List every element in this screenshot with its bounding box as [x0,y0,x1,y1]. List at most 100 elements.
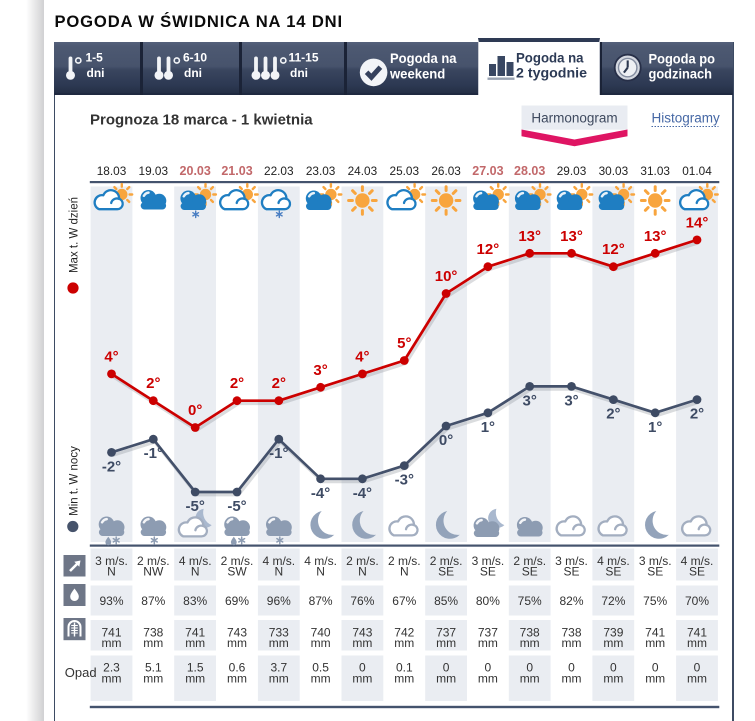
svg-text:3 m/s.: 3 m/s. [555,554,588,568]
svg-text:Harmonogram: Harmonogram [531,111,617,126]
svg-text:N: N [107,565,116,579]
svg-text:2 m/s.: 2 m/s. [513,554,546,568]
svg-text:737: 737 [478,626,498,640]
svg-text:mm: mm [185,636,205,650]
svg-text:21.03: 21.03 [221,164,252,178]
svg-text:4 m/s.: 4 m/s. [304,554,337,568]
svg-text:Opad: Opad [65,665,97,680]
svg-text:3 m/s.: 3 m/s. [95,554,128,568]
svg-text:SE: SE [480,565,496,579]
svg-text:2 m/s.: 2 m/s. [388,554,421,568]
svg-text:N: N [274,565,283,579]
svg-text:29.03: 29.03 [557,164,587,178]
svg-text:70%: 70% [685,594,709,608]
svg-text:NW: NW [143,565,164,579]
svg-text:743: 743 [227,626,247,640]
svg-text:19.03: 19.03 [139,164,169,178]
svg-text:741: 741 [185,626,205,640]
svg-text:0: 0 [694,661,701,675]
svg-text:739: 739 [603,626,623,640]
svg-text:11-15: 11-15 [289,51,319,65]
svg-text:mm: mm [687,672,707,686]
svg-text:69%: 69% [225,594,249,608]
svg-text:0°: 0° [188,402,202,419]
svg-text:4 m/s.: 4 m/s. [681,554,714,568]
svg-text:23.03: 23.03 [306,164,336,178]
svg-text:Histogramy: Histogramy [652,111,721,126]
svg-text:25.03: 25.03 [390,164,420,178]
svg-text:0: 0 [359,661,366,675]
svg-text:3°: 3° [564,392,578,409]
svg-text:SE: SE [563,565,579,579]
svg-text:mm: mm [352,672,372,686]
svg-text:SE: SE [438,565,454,579]
svg-text:mm: mm [352,636,372,650]
svg-text:1°: 1° [481,419,495,436]
svg-text:SE: SE [522,565,538,579]
svg-text:87%: 87% [309,594,333,608]
svg-text:72%: 72% [601,594,625,608]
svg-text:12°: 12° [477,241,500,258]
svg-text:96%: 96% [267,594,291,608]
svg-text:18.03: 18.03 [97,164,127,178]
svg-text:-4°: -4° [353,485,372,502]
svg-text:0: 0 [568,661,575,675]
svg-text:Prognoza 18 marca - 1 kwietnia: Prognoza 18 marca - 1 kwietnia [90,111,313,128]
svg-text:mm: mm [436,672,456,686]
svg-text:76%: 76% [350,594,374,608]
svg-text:82%: 82% [559,594,583,608]
svg-text:Min t. W nocy: Min t. W nocy [69,446,81,516]
svg-text:-3°: -3° [395,472,414,489]
svg-text:mm: mm [227,636,247,650]
svg-text:3.7: 3.7 [270,661,287,675]
svg-text:N: N [191,565,200,579]
svg-text:741: 741 [101,626,121,640]
svg-text:4 m/s.: 4 m/s. [262,554,295,568]
svg-text:20.03: 20.03 [180,164,211,178]
svg-text:737: 737 [436,626,456,640]
svg-text:1°: 1° [648,419,662,436]
svg-text:-5°: -5° [227,498,246,515]
svg-text:4°: 4° [355,348,369,365]
svg-text:mm: mm [394,672,414,686]
svg-text:85%: 85% [434,594,458,608]
svg-text:mm: mm [478,636,498,650]
svg-text:743: 743 [352,626,372,640]
svg-text:mm: mm [603,636,623,650]
svg-text:mm: mm [520,672,540,686]
svg-text:2 m/s.: 2 m/s. [137,554,170,568]
svg-text:2°: 2° [606,406,620,423]
svg-text:24.03: 24.03 [348,164,378,178]
svg-text:12°: 12° [602,241,625,258]
svg-text:741: 741 [687,626,707,640]
svg-text:mm: mm [311,636,331,650]
svg-text:26.03: 26.03 [431,164,461,178]
svg-text:mm: mm [562,636,582,650]
svg-text:31.03: 31.03 [640,164,670,178]
svg-text:27.03: 27.03 [472,164,503,178]
svg-text:75%: 75% [643,594,667,608]
svg-text:SW: SW [227,565,247,579]
svg-text:2°: 2° [230,375,244,392]
svg-text:738: 738 [561,626,581,640]
svg-text:mm: mm [645,672,665,686]
svg-text:75%: 75% [518,594,542,608]
svg-text:mm: mm [436,636,456,650]
svg-text:0: 0 [526,661,533,675]
svg-text:-1°: -1° [269,445,288,462]
svg-text:740: 740 [311,626,331,640]
svg-text:1-5: 1-5 [86,51,104,65]
svg-text:3°: 3° [523,392,537,409]
svg-text:3 m/s.: 3 m/s. [472,554,505,568]
svg-text:Max t. W dzień: Max t. W dzień [69,197,81,273]
svg-text:mm: mm [311,672,331,686]
svg-text:N: N [400,565,409,579]
svg-text:Pogoda po: Pogoda po [649,51,716,67]
svg-text:4 m/s.: 4 m/s. [597,554,630,568]
svg-text:738: 738 [143,626,163,640]
svg-text:93%: 93% [99,594,123,608]
svg-text:weekend: weekend [389,66,445,82]
svg-text:Pogoda na: Pogoda na [390,50,457,66]
svg-text:4 m/s.: 4 m/s. [179,554,212,568]
svg-text:mm: mm [562,672,582,686]
